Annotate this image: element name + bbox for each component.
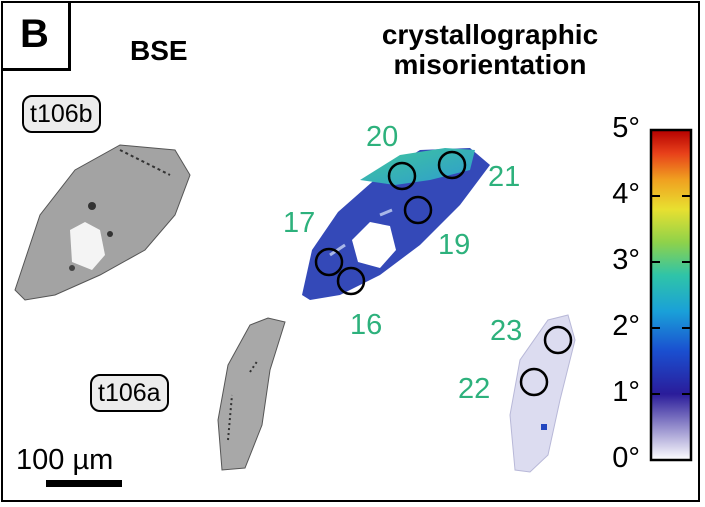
sample-tag-t106a: t106a xyxy=(90,374,169,412)
spot-21 xyxy=(437,150,467,180)
colorbar-tick-5: 5° xyxy=(612,112,640,144)
spot-label-20: 20 xyxy=(366,121,399,153)
spot-17 xyxy=(314,247,344,277)
colorbar-tick-1: 1° xyxy=(612,376,640,408)
misorientation-heading-line1: crystallographic xyxy=(381,19,599,50)
scale-bar xyxy=(46,480,122,487)
scale-bar-label: 100 µm xyxy=(16,444,114,476)
colorbar-tick-0: 0° xyxy=(612,442,640,474)
colorbar-tick-4: 4° xyxy=(612,178,640,210)
misorientation-heading-line2: misorientation xyxy=(393,49,587,80)
colorbar-tick-2: 2° xyxy=(612,310,640,342)
bse-heading: BSE xyxy=(130,35,188,66)
spot-16 xyxy=(336,266,366,296)
misorientation-map-t106b xyxy=(302,148,490,300)
sample-tag-t106b: t106b xyxy=(22,95,101,133)
spot-label-23: 23 xyxy=(490,315,523,347)
spot-label-21: 21 xyxy=(488,161,521,193)
spot-label-19: 19 xyxy=(438,229,471,261)
spot-23 xyxy=(543,325,573,355)
misorientation-heading: crystallographic misorientation xyxy=(340,20,640,80)
spot-label-22: 22 xyxy=(458,373,491,405)
bse-grain-t106b xyxy=(14,144,191,301)
colorbar-tick-3: 3° xyxy=(612,244,640,276)
colorbar xyxy=(649,128,693,462)
panel-label: B xyxy=(1,1,71,71)
colorbar-tick-labels: 5° 4° 3° 2° 1° 0° xyxy=(580,0,640,507)
misorientation-map-t106a xyxy=(509,314,576,473)
spot-20 xyxy=(387,161,417,191)
spot-22 xyxy=(519,367,549,397)
spot-19 xyxy=(403,195,433,225)
figure-frame xyxy=(1,1,700,502)
colorbar-gradient xyxy=(649,128,693,462)
spot-label-16: 16 xyxy=(350,309,383,341)
bse-grain-t106a xyxy=(217,317,286,471)
spot-label-17: 17 xyxy=(283,207,316,239)
